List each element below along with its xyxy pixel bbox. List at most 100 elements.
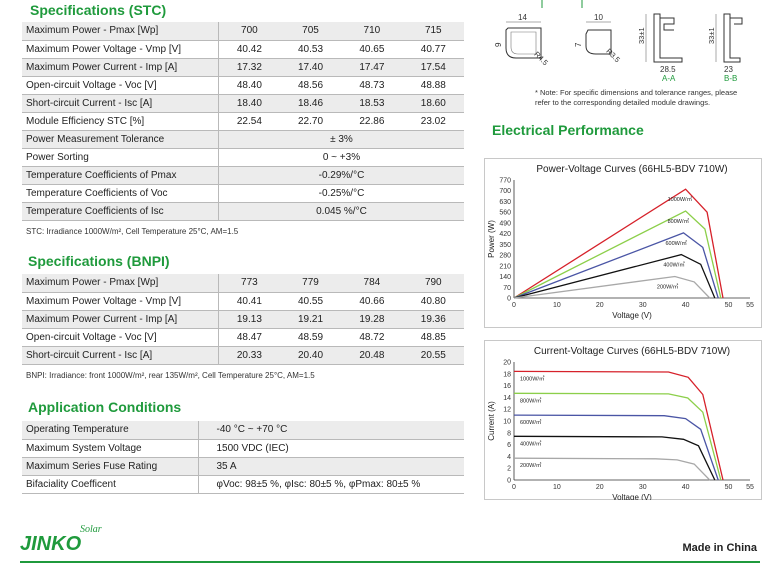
x-tick-label: 20 [596,302,604,309]
x-tick-label: 50 [725,302,733,309]
dim-33-a: 33±1 [637,27,646,44]
y-tick-label: 560 [499,210,511,217]
y-tick-label: 14 [503,395,511,402]
table-row: Temperature Coefficients of Voc -0.25%/°C [22,184,464,203]
chart-frame [484,158,762,328]
row-value: 784 [341,274,403,293]
row-value: 40.80 [402,292,464,311]
jinko-logo: Solar JINKO [20,524,102,555]
y-tick-label: 6 [507,442,511,449]
x-axis-label: Voltage (V) [612,493,652,500]
series-line [513,275,711,299]
row-value: 22.54 [218,112,280,131]
y-tick-label: 0 [507,296,511,303]
series-line [513,392,722,481]
row-value: 35 A [198,457,464,476]
row-value: 1500 VDC (IEC) [198,439,464,458]
profile-drawing-2: 10 7 R3.5 [574,13,622,64]
y-tick-label: 10 [503,419,511,426]
table-row: Maximum Power Current - Imp [A] 17.32 17.4… [22,58,464,77]
x-tick-label: 55 [746,302,754,309]
row-value: ± 3% [218,130,464,149]
row-label: Operating Temperature [22,421,199,440]
chart-frame [484,340,762,500]
series-label: 600W/㎡ [520,418,542,426]
row-value: 17.47 [341,58,403,77]
row-label: Maximum Series Fuse Rating [22,457,199,476]
row-value: 48.47 [218,328,280,347]
x-tick-label: 10 [553,484,561,491]
x-tick-label: 30 [639,484,647,491]
row-value: 40.53 [279,40,342,59]
dim-r35: R3.5 [604,47,622,65]
series-label: 1000W/㎡ [668,195,693,203]
profile-drawing-1: 14 9 R4.5 [494,13,550,67]
x-tick-label: 50 [725,484,733,491]
x-tick-label: 10 [553,302,561,309]
row-label: Maximum Power Current - Imp [A] [22,58,219,77]
row-value: 705 [279,22,342,41]
y-tick-label: 16 [503,383,511,390]
row-value: 40.66 [341,292,403,311]
row-value: 20.48 [341,346,403,365]
stc-table: Maximum Power - Pmax [Wp] 700 705 710 715 Max… [22,22,464,221]
table-row: Power Sorting 0 ~ +3% [22,148,464,167]
dim-10: 10 [594,13,603,22]
row-value: 22.86 [341,112,403,131]
row-label: Power Sorting [22,148,219,167]
x-tick-label: 55 [746,484,754,491]
table-row: Maximum Series Fuse Rating 35 A [22,457,464,476]
series-label: 800W/㎡ [668,217,690,225]
row-value: 22.70 [279,112,342,131]
table-row: Module Efficiency STC [%] 22.54 22.70 22.86… [22,112,464,131]
row-label: Maximum Power - Pmax [Wp] [22,22,219,41]
series-line [513,370,724,481]
row-value: -40 °C ~ +70 °C [198,421,464,440]
x-axis-label: Voltage (V) [612,311,652,320]
y-tick-label: 630 [499,199,511,206]
row-value: 0.045 %/°C [218,202,464,221]
row-label: Bifaciality Coefficent [22,475,199,494]
row-value: 48.40 [218,76,280,95]
table-row: Power Measurement Tolerance ± 3% [22,130,464,149]
row-label: Maximum System Voltage [22,439,199,458]
row-value: φVoc: 98±5 %, φIsc: 80±5 %, φPmax: 80±5 … [198,475,464,494]
y-tick-label: 700 [499,188,511,195]
row-value: 18.53 [341,94,403,113]
table-row: Maximum Power Voltage - Vmp [V] 40.42 40.5… [22,40,464,59]
series-line [513,210,722,299]
stc-note: STC: Irradiance 1000W/m², Cell Temperatu… [26,227,239,236]
y-tick-label: 210 [499,263,511,270]
series-label: 600W/㎡ [665,239,687,247]
table-row: Maximum Power Voltage - Vmp [V] 40.41 40.5… [22,292,464,311]
table-row: Temperature Coefficients of Pmax -0.29%/°… [22,166,464,185]
row-label: Temperature Coefficients of Isc [22,202,219,221]
table-row: Maximum Power Current - Imp [A] 19.13 19.2… [22,310,464,329]
series-label: 400W/㎡ [520,439,542,447]
dim-28-5: 28.5 [660,65,676,74]
made-in-label: Made in China [682,542,757,554]
row-value: 19.28 [341,310,403,329]
label-aa: A-A [662,74,676,82]
bnpi-table: Maximum Power - Pmax [Wp] 773 779 784 790 Max… [22,274,464,365]
table-row: Temperature Coefficients of Isc 0.045 %/°… [22,202,464,221]
row-value: 790 [402,274,464,293]
dim-14: 14 [518,13,527,22]
y-tick-label: 8 [507,430,511,437]
frame-section-drawings: 14 9 R4.5 10 7 R3.5 33±1 28.5 A-A 33±1 2… [494,0,743,82]
section-aa-drawing: 33±1 28.5 A-A [637,13,683,82]
y-tick-label: 490 [499,220,511,227]
x-tick-label: 40 [682,484,690,491]
y-tick-label: 0 [507,478,511,485]
series-line [513,435,716,481]
table-row: Short-circuit Current - Isc [A] 18.40 18.4… [22,94,464,113]
chart-title: Power-Voltage Curves (66HL5-BDV 710W) [536,164,727,175]
table-row: Bifaciality Coefficent φVoc: 98±5 %, φIsc… [22,475,464,494]
y-tick-label: 280 [499,253,511,260]
logo-brand: JINKO [20,533,82,555]
dim-7: 7 [574,42,583,47]
series-line [513,232,719,299]
row-label: Power Measurement Tolerance [22,130,219,149]
logo-brand-script: Solar [80,524,102,535]
row-value: 700 [218,22,280,41]
